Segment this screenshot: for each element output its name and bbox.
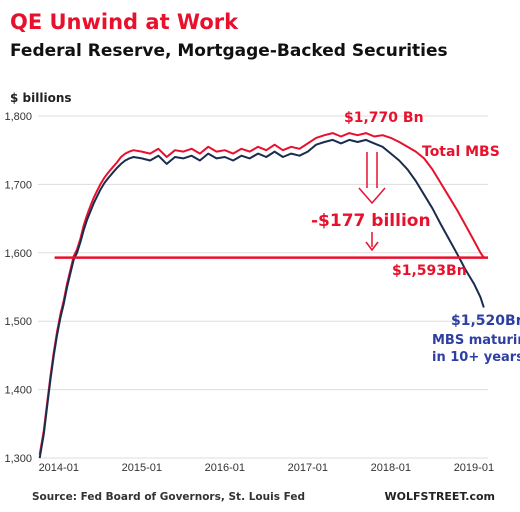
y-tick-label: 1,500	[4, 316, 32, 328]
y-tick-label: 1,400	[4, 385, 32, 397]
y-tick-label: 1,700	[4, 179, 32, 191]
x-tick-labels: 2014-01 2015-01 2016-01 2017-01 2018-01 2019-…	[39, 462, 495, 474]
y-tick-label: 1,600	[4, 248, 32, 260]
x-tick-label: 2014-01	[39, 462, 79, 474]
annotation-current-maturing: $1,520Bn	[451, 313, 520, 329]
brand-watermark: WOLFSTREET.com	[385, 490, 495, 503]
annotation-maturing-line1: MBS maturing	[432, 333, 520, 348]
x-tick-label: 2018-01	[371, 462, 411, 474]
annotation-peak: $1,770 Bn	[344, 110, 424, 126]
x-tick-label: 2015-01	[122, 462, 162, 474]
series-lines	[38, 132, 485, 459]
annotation-maturing-line2: in 10+ years	[432, 350, 520, 365]
series-line-1	[38, 138, 485, 459]
x-tick-label: 2017-01	[288, 462, 328, 474]
y-axis-label: $ billions	[10, 91, 72, 105]
source-note: Source: Fed Board of Governors, St. Loui…	[32, 491, 305, 503]
x-tick-label: 2016-01	[205, 462, 245, 474]
y-tick-label: 1,800	[4, 111, 32, 123]
annotation-current-total: $1,593Bn	[392, 263, 467, 279]
y-tick-label: 1,300	[4, 453, 32, 465]
drop-arrow	[358, 152, 386, 252]
chart-title: QE Unwind at Work	[10, 10, 239, 34]
series-line-0	[38, 132, 485, 455]
x-tick-label: 2019-01	[454, 462, 494, 474]
annotation-drop: -$177 billion	[311, 211, 431, 231]
y-tick-labels: 1,300 1,400 1,500 1,600 1,700 1,800	[4, 111, 32, 465]
chart-subtitle: Federal Reserve, Mortgage-Backed Securit…	[10, 41, 448, 61]
grid-lines	[38, 115, 488, 459]
annotation-total-mbs: Total MBS	[422, 144, 500, 160]
